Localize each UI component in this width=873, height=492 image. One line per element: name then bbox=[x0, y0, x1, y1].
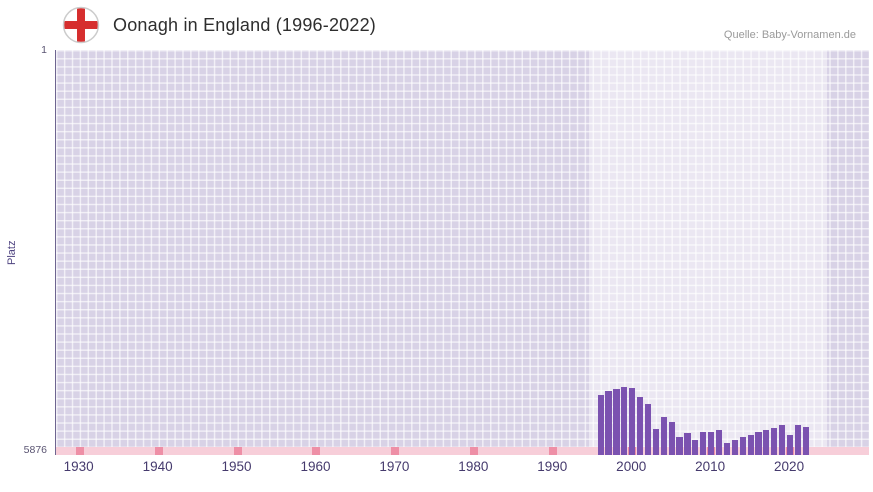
bar-2019 bbox=[779, 424, 786, 455]
bar-2009 bbox=[700, 432, 707, 455]
x-tick-1980: 1980 bbox=[458, 459, 489, 474]
decade-marker-1970 bbox=[391, 447, 400, 455]
bar-2020 bbox=[786, 434, 794, 455]
bar-2012 bbox=[723, 442, 730, 455]
bar-1999 bbox=[621, 387, 628, 455]
bar-1996 bbox=[597, 395, 604, 455]
y-axis-title: Platz bbox=[6, 240, 18, 265]
bar-2002 bbox=[644, 404, 652, 455]
x-tick-1950: 1950 bbox=[221, 459, 252, 474]
bar-2014 bbox=[739, 437, 746, 455]
x-tick-2020: 2020 bbox=[774, 459, 805, 474]
decade-marker-1960 bbox=[312, 447, 321, 455]
x-tick-2010: 2010 bbox=[695, 459, 726, 474]
plot-area bbox=[55, 50, 869, 455]
england-flag-icon bbox=[62, 6, 100, 44]
x-tick-2000: 2000 bbox=[616, 459, 647, 474]
bar-2003 bbox=[652, 429, 659, 455]
x-tick-1960: 1960 bbox=[300, 459, 331, 474]
decade-marker-1950 bbox=[233, 447, 242, 455]
decade-marker-1980 bbox=[470, 447, 479, 455]
bar-2022 bbox=[802, 426, 809, 455]
bar-2018 bbox=[771, 428, 778, 455]
bar-2001 bbox=[636, 397, 644, 455]
bar-2011 bbox=[715, 430, 723, 455]
decade-marker-1930 bbox=[75, 447, 84, 455]
x-tick-1940: 1940 bbox=[142, 459, 173, 474]
bar-2006 bbox=[676, 437, 683, 455]
chart-header: Oonagh in England (1996-2022) bbox=[62, 5, 376, 45]
bar-2000 bbox=[629, 388, 636, 455]
bar-2005 bbox=[668, 421, 675, 455]
bar-2007 bbox=[684, 433, 691, 455]
bar-2013 bbox=[731, 439, 738, 455]
x-tick-1930: 1930 bbox=[63, 459, 94, 474]
bars-layer bbox=[56, 50, 869, 455]
chart-title: Oonagh in England (1996-2022) bbox=[113, 14, 376, 35]
bar-2016 bbox=[755, 432, 762, 455]
bar-2010 bbox=[708, 431, 715, 455]
bar-1998 bbox=[613, 389, 620, 455]
bar-2008 bbox=[692, 440, 699, 455]
decade-marker-1990 bbox=[549, 447, 558, 455]
bar-2021 bbox=[794, 424, 802, 455]
bar-2017 bbox=[763, 430, 770, 455]
bar-1997 bbox=[605, 391, 612, 455]
y-axis-min-label: 5876 bbox=[23, 444, 47, 456]
decade-marker-1940 bbox=[154, 447, 163, 455]
y-axis-max-label: 1 bbox=[41, 44, 47, 56]
bar-2015 bbox=[747, 434, 754, 455]
x-axis: 1930 1940 1950 1960 1970 1980 1990 2000 2010 2020 bbox=[0, 459, 873, 481]
bar-2004 bbox=[660, 416, 667, 455]
x-tick-1970: 1970 bbox=[379, 459, 410, 474]
source-attribution: Quelle: Baby-Vornamen.de bbox=[723, 29, 856, 41]
x-tick-1990: 1990 bbox=[537, 459, 568, 474]
highlight-band bbox=[588, 50, 828, 455]
